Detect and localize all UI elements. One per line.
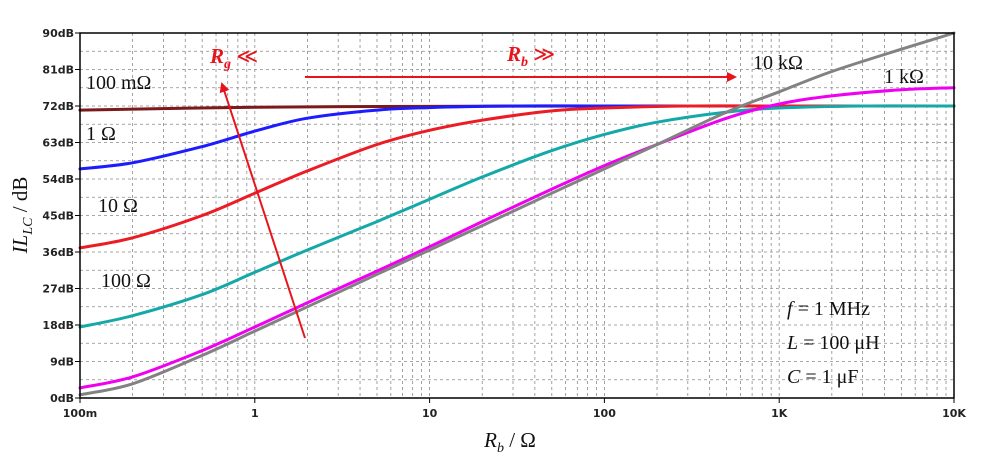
series-line-4 — [78, 86, 956, 390]
rb-arrow-label: Rb ≫ — [506, 42, 555, 70]
param-f: f = 1 MHz — [787, 298, 870, 320]
y-tick-label: 54dB — [42, 173, 74, 186]
curve-label-10k: 10 kΩ — [753, 52, 803, 74]
x-tick-label: 100 — [593, 407, 616, 420]
y-tick-label: 63dB — [42, 137, 74, 150]
y-tick-label: 36dB — [42, 246, 74, 259]
y-axis-title: ILLC / dB — [8, 177, 36, 255]
series-line-2 — [78, 104, 956, 250]
y-tick-label: 45dB — [42, 210, 74, 223]
param-C: C = 1 μF — [787, 366, 858, 388]
x-tick-labels: 100m 1 10 100 1K 10K — [63, 398, 966, 420]
y-tick-label: 0dB — [50, 392, 74, 405]
curve-label-1: 1 Ω — [86, 123, 116, 145]
x-tick-label: 10 — [422, 407, 438, 420]
y-tick-label: 72dB — [42, 100, 74, 113]
param-L: L = 100 μH — [786, 332, 880, 354]
curve-label-100: 100 Ω — [101, 270, 151, 292]
x-tick-label: 10K — [942, 407, 966, 420]
curve-label-1k: 1 kΩ — [884, 66, 924, 88]
series-layer — [78, 31, 956, 397]
curve-label-100m: 100 mΩ — [86, 72, 151, 94]
series-line-5 — [78, 31, 956, 397]
x-tick-label: 1 — [251, 407, 259, 420]
y-tick-label: 9dB — [50, 356, 74, 369]
rg-arrow — [219, 82, 306, 339]
y-tick-labels: 0dB 9dB 18dB 27dB 36dB 45dB 54dB 63dB 72dB 81dB 90… — [42, 27, 80, 405]
x-axis-title: Rb / Ω — [483, 428, 536, 456]
curve-label-10: 10 Ω — [98, 195, 138, 217]
y-tick-label: 27dB — [42, 283, 74, 296]
y-tick-label: 18dB — [42, 319, 74, 332]
rg-arrow-label: Rg ≪ — [209, 44, 258, 72]
y-tick-label: 90dB — [42, 27, 74, 40]
y-tick-label: 81dB — [42, 64, 74, 77]
x-tick-label: 100m — [63, 407, 97, 420]
x-tick-label: 1K — [771, 407, 788, 420]
series-line-3 — [78, 104, 956, 329]
